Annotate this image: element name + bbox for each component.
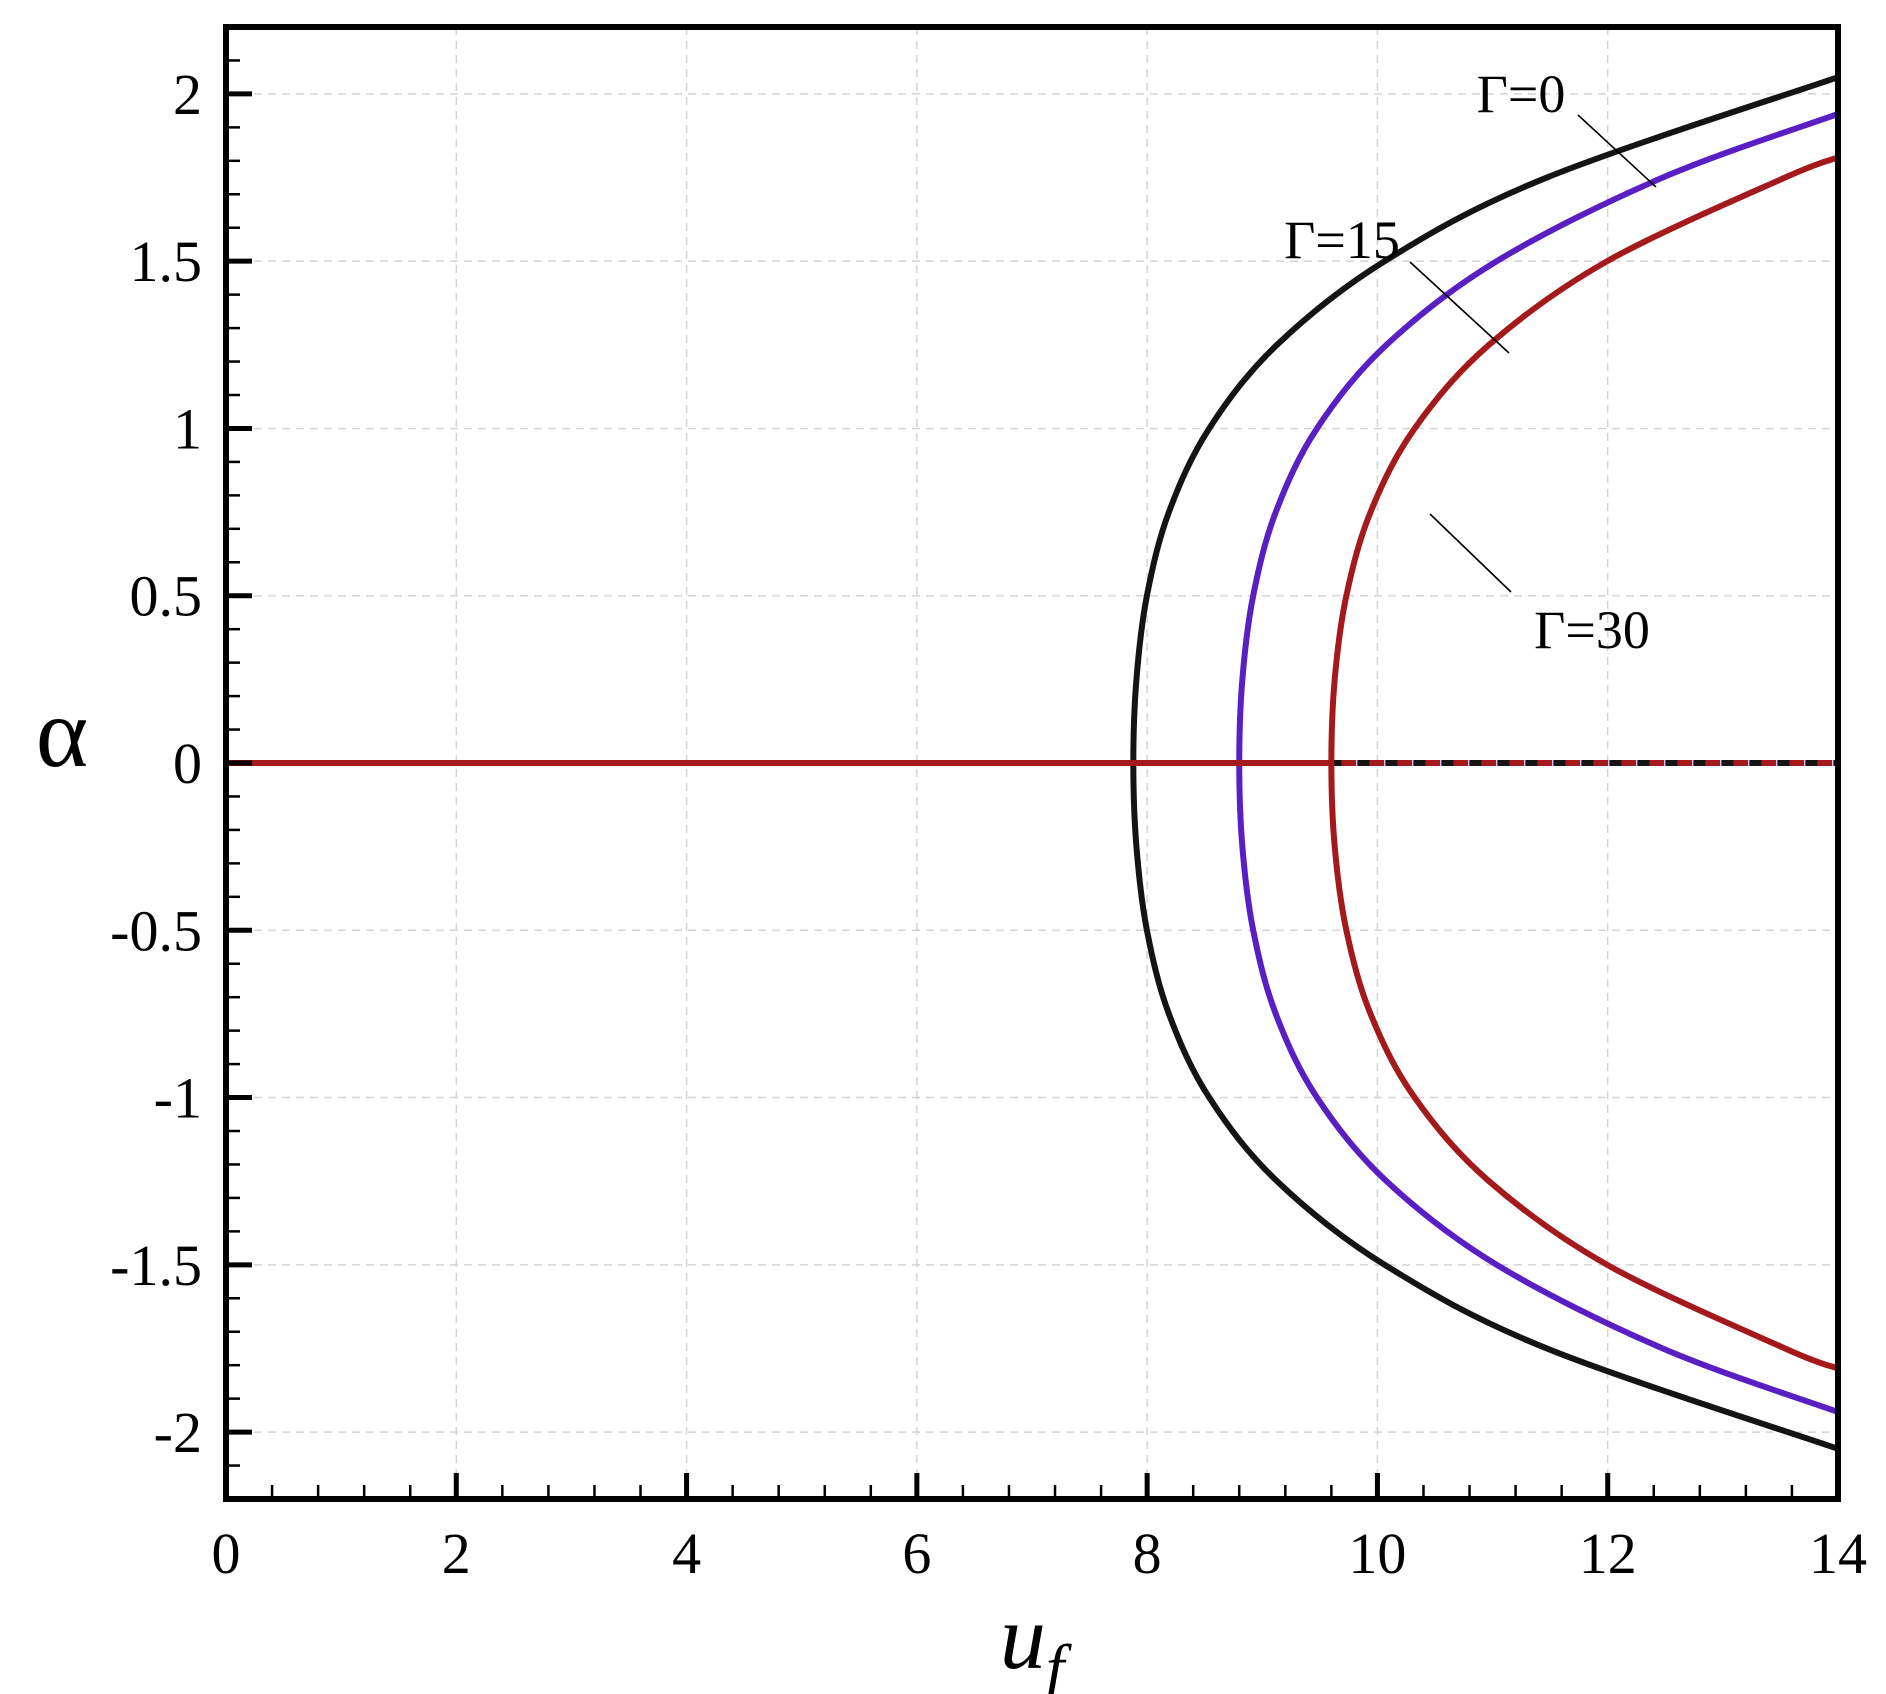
y-tick-label: 1 — [173, 396, 202, 461]
series-label: Γ=0 — [1477, 64, 1566, 124]
x-tick-label: 0 — [212, 1521, 241, 1586]
x-label-main: u — [1000, 1586, 1046, 1688]
series-label: Γ=15 — [1284, 210, 1400, 270]
x-tick-label: 12 — [1579, 1521, 1637, 1586]
x-tick-label: 6 — [902, 1521, 931, 1586]
x-tick-label: 14 — [1809, 1521, 1867, 1586]
y-tick-label: -2 — [154, 1400, 202, 1465]
x-tick-label: 2 — [442, 1521, 471, 1586]
annotation-leader — [1429, 513, 1512, 593]
y-tick-label: -1 — [154, 1066, 202, 1131]
axes: 0 2 4 6 8 10 12 14 2 1.5 1 0.5 0 -0.5 -1 -1.5 -2 — [110, 24, 1867, 1586]
y-tick-label: 0 — [173, 731, 202, 796]
annotation-leader — [1577, 114, 1657, 188]
y-tick-label: 1.5 — [130, 229, 203, 294]
curves: Γ=0 Γ=15 Γ=30 — [226, 64, 1840, 1452]
y-tick-label: -1.5 — [110, 1233, 202, 1298]
annotation-leader — [1409, 261, 1510, 354]
x-tick-label: 8 — [1133, 1521, 1162, 1586]
x-tick-label: 4 — [672, 1521, 701, 1586]
series-label: Γ=30 — [1534, 600, 1650, 660]
y-axis-label: α — [36, 677, 88, 788]
y-tick-label: 0.5 — [130, 564, 203, 629]
plot-frame — [223, 24, 1841, 1502]
branch-curve — [1328, 154, 1840, 1372]
y-tick-label: 2 — [173, 62, 202, 127]
y-tick-label: -0.5 — [110, 898, 202, 963]
x-tick-label: 10 — [1348, 1521, 1406, 1586]
